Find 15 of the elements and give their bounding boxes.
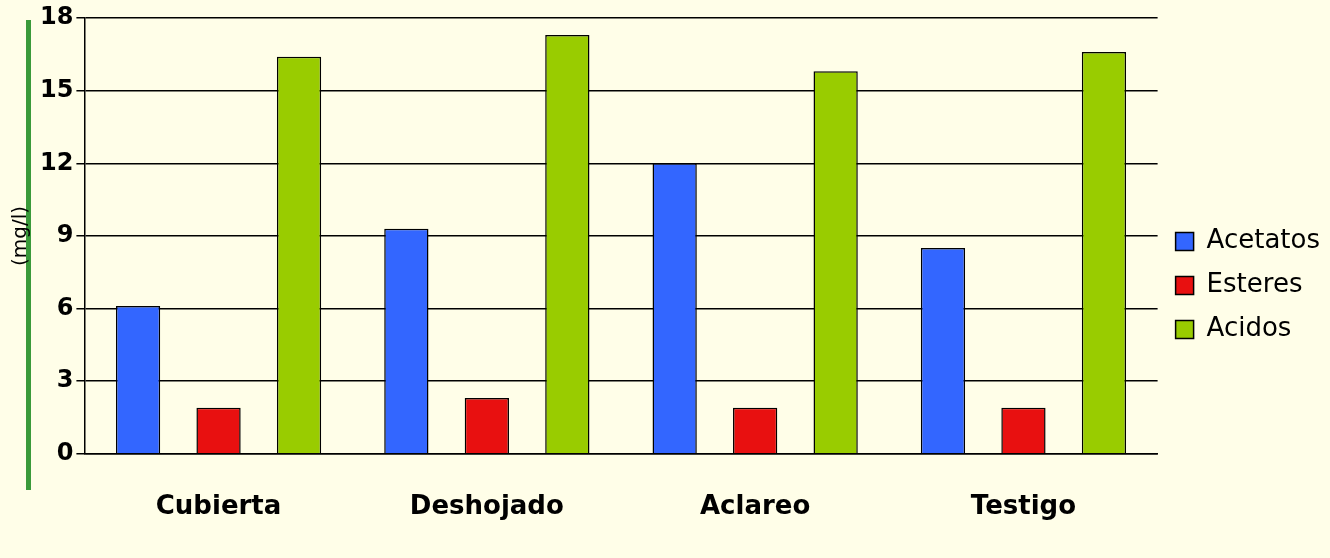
x-tick-label: Aclareo <box>700 490 811 521</box>
y-tick-label: 3 <box>56 365 74 394</box>
legend-label: Acidos <box>1206 312 1292 343</box>
x-tick-label: Deshojado <box>409 490 564 521</box>
y-axis-title: (mg/l) <box>7 205 32 266</box>
y-tick-label: 6 <box>56 292 74 321</box>
legend-label: Esteres <box>1206 268 1303 299</box>
legend-label: Acetatos <box>1206 224 1321 255</box>
x-tick-label: Cubierta <box>155 490 282 521</box>
y-tick-label: 12 <box>39 147 74 176</box>
y-tick-label: 18 <box>39 2 74 31</box>
y-tick-label: 0 <box>56 438 74 467</box>
y-tick-label: 9 <box>56 220 74 249</box>
y-tick-label: 15 <box>39 74 74 103</box>
x-tick-label: Testigo <box>970 490 1077 521</box>
